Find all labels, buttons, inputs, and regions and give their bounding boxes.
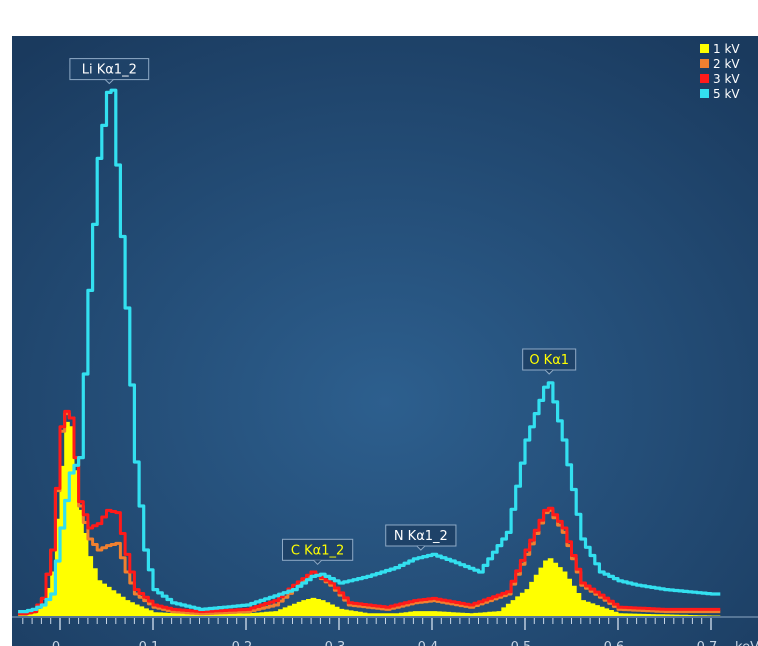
x-tick-label: 0 (52, 640, 60, 646)
legend-label: 3 kV (713, 72, 740, 86)
peak-label-pointer (313, 559, 322, 566)
peak-label-n-k-1-2: N Kα1_2 (385, 524, 457, 551)
legend-swatch (700, 74, 709, 83)
x-tick-label: 0.5 (511, 640, 532, 646)
legend-label: 1 kV (713, 42, 740, 56)
peak-label-o-k-1: O Kα1 (522, 348, 577, 375)
x-axis-unit: keV (735, 640, 758, 646)
plot-background (12, 36, 758, 646)
x-tick-label: 0.6 (604, 640, 625, 646)
peak-label-text: C Kα1_2 (291, 543, 344, 558)
legend-swatch (700, 89, 709, 98)
legend-item-2-kv: 2 kV (700, 57, 740, 71)
x-tick-label: 0.7 (697, 640, 718, 646)
x-tick-label: 0.4 (418, 640, 439, 646)
peak-label-pointer (104, 79, 114, 85)
legend-item-3-kv: 3 kV (700, 72, 740, 86)
series-5-kv-line (18, 88, 721, 614)
legend-label: 2 kV (713, 57, 740, 71)
series-3-kv-line (18, 409, 721, 616)
peak-label-text: O Kα1 (529, 353, 569, 368)
peak-label-pointer (544, 369, 554, 375)
legend-swatch (700, 44, 709, 53)
peak-label-pointer (416, 545, 426, 551)
series-1-kv-area (18, 421, 721, 616)
peak-label-li-k-1-2: Li Kα1_2 (69, 58, 150, 85)
peak-label-text: Li Kα1_2 (82, 63, 137, 78)
legend-item-5-kv: 5 kV (700, 87, 740, 101)
legend-swatch (700, 59, 709, 68)
peak-label-text: N Kα1_2 (394, 529, 448, 544)
x-tick-label: 0.1 (139, 640, 160, 646)
legend-label: 5 kV (713, 87, 740, 101)
x-tick-label: 0.2 (232, 640, 253, 646)
peak-label-c-k-1-2: C Kα1_2 (282, 538, 354, 566)
legend-item-1-kv: 1 kV (700, 42, 740, 56)
x-tick-label: 0.3 (325, 640, 346, 646)
